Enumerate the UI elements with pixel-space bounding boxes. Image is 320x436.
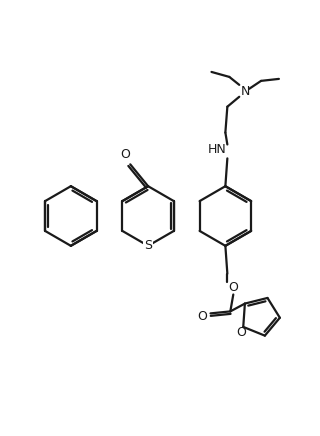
Text: N: N [241, 85, 250, 98]
Text: O: O [236, 327, 246, 339]
Text: O: O [198, 310, 207, 323]
Text: O: O [228, 281, 238, 294]
Text: O: O [120, 148, 130, 161]
Text: S: S [144, 239, 152, 252]
Text: HN: HN [208, 143, 227, 156]
